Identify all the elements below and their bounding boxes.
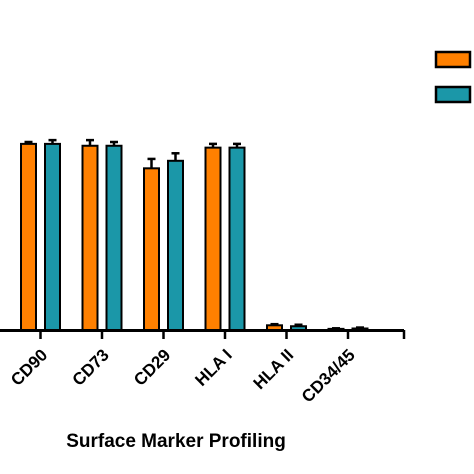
legend-swatch-s1 [434, 50, 472, 69]
bar-s2-4 [228, 146, 246, 331]
x-tick-label-6: CD34/45 [298, 345, 359, 406]
legend [434, 50, 472, 104]
bar-s2-1 [44, 142, 61, 331]
bar-s1-2 [81, 144, 99, 331]
bar-s1-3 [143, 167, 160, 331]
bars-layer [20, 138, 369, 332]
x-tick-label-4: HLA I [191, 345, 235, 389]
x-tick-label-2: CD73 [69, 345, 113, 389]
bar-s2-5 [290, 325, 307, 331]
bar-s2-2 [105, 144, 123, 331]
x-tick-label-1: CD90 [7, 345, 51, 389]
x-tick-label-3: CD29 [130, 345, 174, 389]
bar-s1-1 [20, 142, 37, 331]
bar-s2-3 [167, 159, 184, 331]
legend-swatch-s2 [434, 85, 472, 104]
bar-s1-4 [204, 146, 222, 331]
x-axis-title: Surface Marker Profiling [66, 431, 286, 452]
x-tick-label-5: HLA II [250, 345, 298, 393]
bar-s1-5 [266, 324, 283, 331]
